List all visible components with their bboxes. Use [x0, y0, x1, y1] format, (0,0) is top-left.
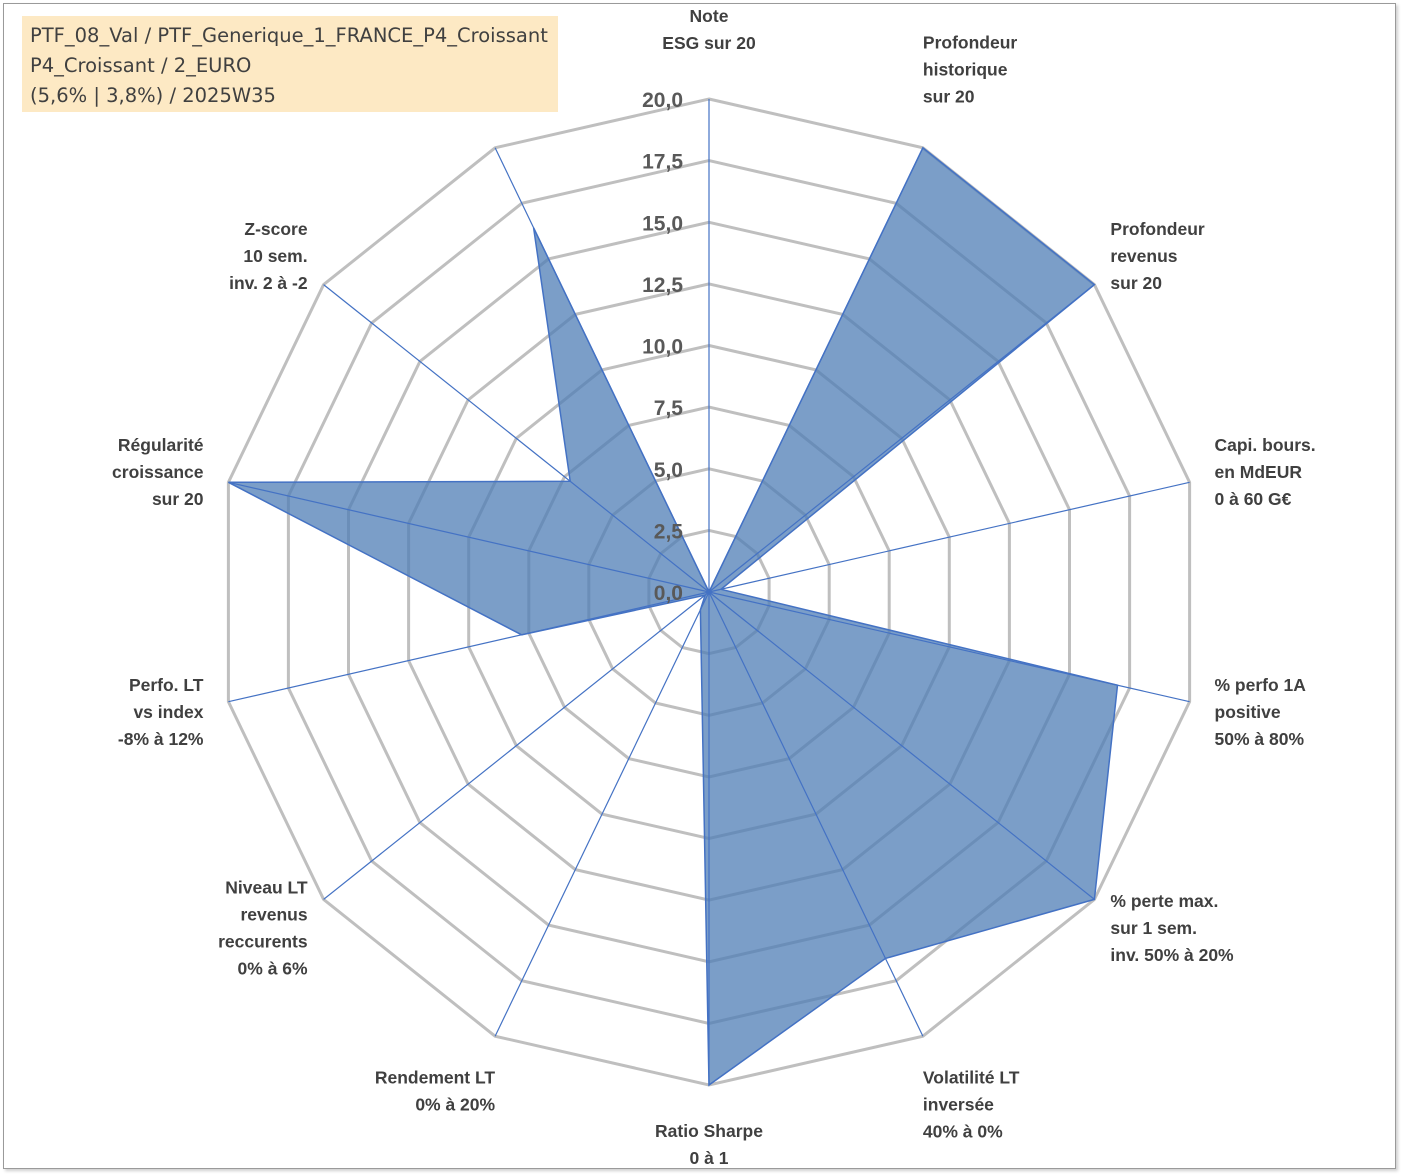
axis-label-line: % perte max.: [1110, 891, 1218, 911]
axis-label-line: sur 20: [152, 489, 204, 509]
axis-label: Capi. bours. en MdEUR 0 à 60 G€: [1215, 435, 1316, 509]
axis-label: Profondeur historique sur 20: [923, 32, 1017, 106]
axis-spoke: [708, 284, 1095, 593]
axis-label: Ratio Sharpe 0 à 1: [655, 1121, 763, 1168]
axis-label-line: inv. 50% à 20%: [1110, 945, 1234, 965]
tick-label: 10,0: [642, 336, 683, 359]
tick-label: 0,0: [654, 582, 683, 605]
axis-spoke: [323, 284, 710, 593]
axis-label: Niveau LT revenus reccurents 0% à 6%: [218, 878, 308, 979]
axis-label-line: ESG sur 20: [662, 33, 756, 53]
axis-spoke: [494, 591, 710, 1037]
axis-label: Rendement LT 0% à 20%: [375, 1068, 496, 1115]
axis-label-line: -8% à 12%: [118, 729, 204, 749]
axis-label: Profondeur revenus sur 20: [1110, 219, 1204, 293]
axis-label-line: 0% à 6%: [238, 959, 308, 979]
axis-label-line: revenus: [1110, 246, 1177, 266]
axis-label-line: revenus: [240, 905, 307, 925]
portfolio-info-box: PTF_08_Val / PTF_Generique_1_FRANCE_P4_C…: [22, 16, 558, 112]
axis-label-line: Profondeur: [923, 32, 1017, 52]
axis-label-line: Z-score: [244, 219, 307, 239]
axis-label-line: 0 à 1: [690, 1148, 729, 1168]
axis-spoke: [494, 147, 710, 593]
tick-label: 5,0: [654, 459, 683, 482]
axis-spoke: [228, 481, 710, 593]
axis-label: Z-score 10 sem. inv. 2 à -2: [229, 219, 308, 293]
axis-label-line: Note: [690, 6, 729, 26]
axis-label: Perfo. LT vs index -8% à 12%: [118, 675, 204, 749]
chart-frame: [3, 3, 1396, 1169]
tick-layer: 0,0 2,5 5,0 7,5 10,0 12,5 15,0 17,5 20,0: [642, 89, 683, 605]
axis-label-line: Rendement LT: [375, 1068, 496, 1088]
axis-label-line: inv. 2 à -2: [229, 273, 308, 293]
tick-label: 12,5: [642, 274, 683, 297]
axis-label-line: 10 sem.: [243, 246, 307, 266]
axis-label: % perfo 1A positive 50% à 80%: [1215, 675, 1307, 749]
tick-label: 15,0: [642, 212, 683, 235]
axis-label-line: sur 1 sem.: [1110, 918, 1197, 938]
axis-label-line: en MdEUR: [1215, 462, 1303, 482]
axis-label-line: Niveau LT: [225, 878, 308, 898]
axis-label-line: historique: [923, 59, 1008, 79]
axis-label-line: 40% à 0%: [923, 1122, 1003, 1142]
axis-label-line: Perfo. LT: [129, 675, 204, 695]
axis-label-line: 0% à 20%: [415, 1095, 495, 1115]
label-layer: Note ESG sur 20 Profondeur historique sur 20…: [112, 6, 1316, 1168]
axis-label-line: 0 à 60 G€: [1215, 489, 1292, 509]
tick-label: 2,5: [654, 520, 684, 543]
axis-spoke: [708, 591, 924, 1037]
axis-label-line: 50% à 80%: [1215, 729, 1305, 749]
axis-label-line: vs index: [133, 702, 203, 722]
axis-label: Note ESG sur 20: [662, 6, 756, 53]
axis-label-line: inversée: [923, 1095, 994, 1115]
axis-label-line: Ratio Sharpe: [655, 1121, 763, 1141]
axis-spoke: [708, 147, 924, 593]
axis-label-line: sur 20: [1110, 273, 1162, 293]
tick-label: 17,5: [642, 151, 683, 174]
axis-label-line: Régularité: [118, 435, 204, 455]
tick-label: 7,5: [654, 397, 684, 420]
tick-label: 20,0: [642, 89, 683, 112]
axis-spoke: [228, 591, 710, 703]
axis-label: Régularité croissance sur 20: [112, 435, 204, 509]
axis-spoke: [708, 481, 1190, 593]
axis-label-line: Capi. bours.: [1215, 435, 1316, 455]
axis-label: % perte max. sur 1 sem. inv. 50% à 20%: [1110, 891, 1234, 965]
axis-label-line: positive: [1215, 702, 1281, 722]
axis-label-line: Profondeur: [1110, 219, 1204, 239]
portfolio-info-line-1: PTF_08_Val / PTF_Generique_1_FRANCE_P4_C…: [30, 24, 548, 47]
spoke-layer: [228, 99, 1190, 1085]
axis-label-line: sur 20: [923, 86, 975, 106]
portfolio-info-line-2: P4_Croissant / 2_EURO: [30, 54, 252, 77]
axis-spoke: [708, 591, 1095, 900]
axis-label-line: croissance: [112, 462, 204, 482]
axis-label-line: Volatilité LT: [923, 1068, 1020, 1088]
axis-label: Volatilité LT inversée 40% à 0%: [923, 1068, 1020, 1142]
axis-label-line: reccurents: [218, 932, 308, 952]
axis-label-line: % perfo 1A: [1215, 675, 1307, 695]
axis-spoke: [323, 591, 710, 900]
axis-spoke: [708, 591, 1190, 703]
portfolio-info-line-3: (5,6% | 3,8%) / 2025W35: [30, 84, 276, 107]
